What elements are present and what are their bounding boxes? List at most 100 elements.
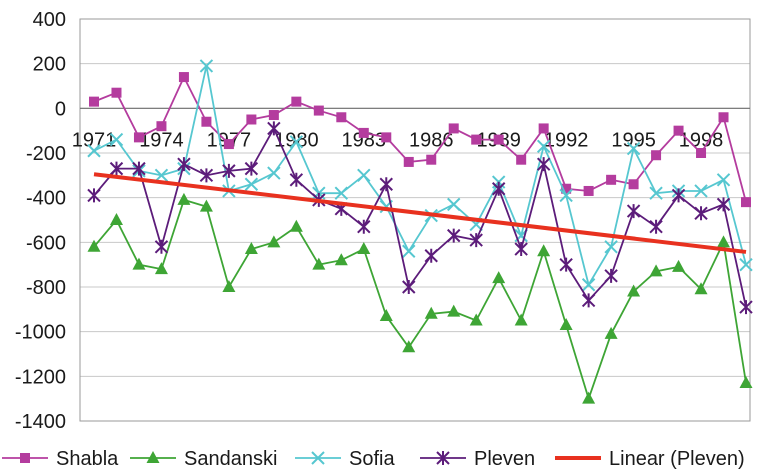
series-sofia — [87, 59, 753, 292]
data-point — [492, 271, 506, 284]
x-tick-label: 1995 — [611, 129, 656, 151]
legend-marker — [20, 453, 30, 463]
data-point — [426, 154, 437, 165]
legend-item: Linear (Pleven) — [555, 448, 745, 470]
data-point — [649, 219, 663, 234]
x-axis-ticks: 1971197419771980198319861989199219951998 — [72, 129, 724, 151]
data-point — [111, 87, 122, 98]
data-point — [313, 105, 324, 116]
data-point — [154, 168, 169, 183]
data-point — [739, 376, 753, 389]
data-point — [493, 134, 504, 145]
data-point — [671, 188, 686, 203]
y-tick-label: -800 — [26, 277, 66, 299]
data-point — [199, 168, 214, 183]
data-point — [109, 161, 124, 176]
x-tick-label: 1992 — [544, 129, 589, 151]
data-point — [718, 112, 729, 123]
data-point — [402, 244, 416, 258]
data-point — [447, 304, 461, 317]
data-point — [651, 150, 662, 161]
data-point — [289, 172, 304, 187]
legend-label: Shabla — [56, 448, 119, 470]
data-point — [403, 156, 414, 167]
data-point — [469, 313, 483, 326]
data-point — [696, 148, 707, 158]
data-point — [626, 141, 641, 156]
data-point — [559, 188, 573, 203]
data-point — [132, 257, 146, 270]
data-point — [514, 242, 528, 257]
data-point — [312, 257, 326, 270]
data-point — [267, 166, 281, 180]
data-point — [402, 280, 416, 294]
series-line — [93, 65, 747, 288]
data-point — [424, 306, 438, 319]
data-point — [538, 123, 549, 134]
data-point — [561, 183, 572, 194]
data-point — [627, 284, 641, 297]
data-point — [604, 326, 618, 339]
data-point — [448, 123, 459, 134]
series-layer — [87, 59, 753, 404]
y-tick-label: -200 — [26, 143, 66, 165]
legend-item: Shabla — [2, 448, 119, 470]
data-point — [694, 206, 708, 221]
data-point — [537, 244, 551, 257]
legend-label: Sandanski — [184, 448, 277, 470]
data-point — [246, 114, 257, 125]
legend-marker — [146, 451, 160, 463]
data-point — [291, 96, 302, 107]
x-tick-label: 1971 — [72, 129, 117, 151]
data-point — [357, 242, 371, 255]
series-pleven — [87, 121, 753, 315]
data-point — [716, 197, 731, 212]
data-point — [222, 280, 236, 292]
data-point — [379, 309, 393, 322]
data-point — [267, 121, 281, 136]
data-point — [87, 239, 101, 252]
data-point — [649, 186, 663, 200]
data-point — [582, 391, 596, 404]
data-point — [336, 112, 347, 123]
data-point — [357, 168, 371, 183]
data-point — [694, 282, 708, 295]
data-point — [334, 186, 349, 200]
legend-item: Sofia — [295, 448, 395, 470]
data-point — [581, 293, 596, 308]
data-point — [583, 185, 594, 196]
legend-item: Sandanski — [130, 448, 277, 470]
data-point — [402, 340, 416, 353]
series-sandanski — [87, 192, 753, 404]
x-tick-label: 1974 — [139, 129, 184, 151]
data-point — [268, 110, 279, 121]
data-point — [491, 181, 506, 196]
data-point — [199, 59, 214, 73]
legend-marker — [311, 451, 325, 465]
data-point — [199, 199, 213, 212]
data-point — [649, 264, 663, 277]
data-point — [154, 239, 169, 254]
series-line — [93, 198, 747, 402]
data-point — [381, 132, 392, 143]
y-tick-label: -400 — [26, 188, 66, 210]
data-point — [223, 139, 234, 150]
y-tick-label: 400 — [33, 9, 66, 31]
data-point — [177, 157, 191, 172]
data-point — [672, 259, 686, 272]
data-point — [244, 177, 259, 191]
data-point — [289, 135, 304, 149]
data-point — [516, 154, 527, 165]
legend-item: Pleven — [420, 448, 535, 470]
plot-border — [79, 18, 751, 422]
data-point — [536, 139, 551, 154]
data-point — [357, 219, 371, 234]
trend-line — [93, 172, 747, 254]
y-tick-label: 0 — [55, 98, 66, 120]
data-point — [536, 157, 551, 172]
data-point — [222, 163, 236, 178]
data-point — [177, 192, 191, 205]
series-shabla — [89, 72, 751, 208]
data-point — [469, 233, 483, 248]
